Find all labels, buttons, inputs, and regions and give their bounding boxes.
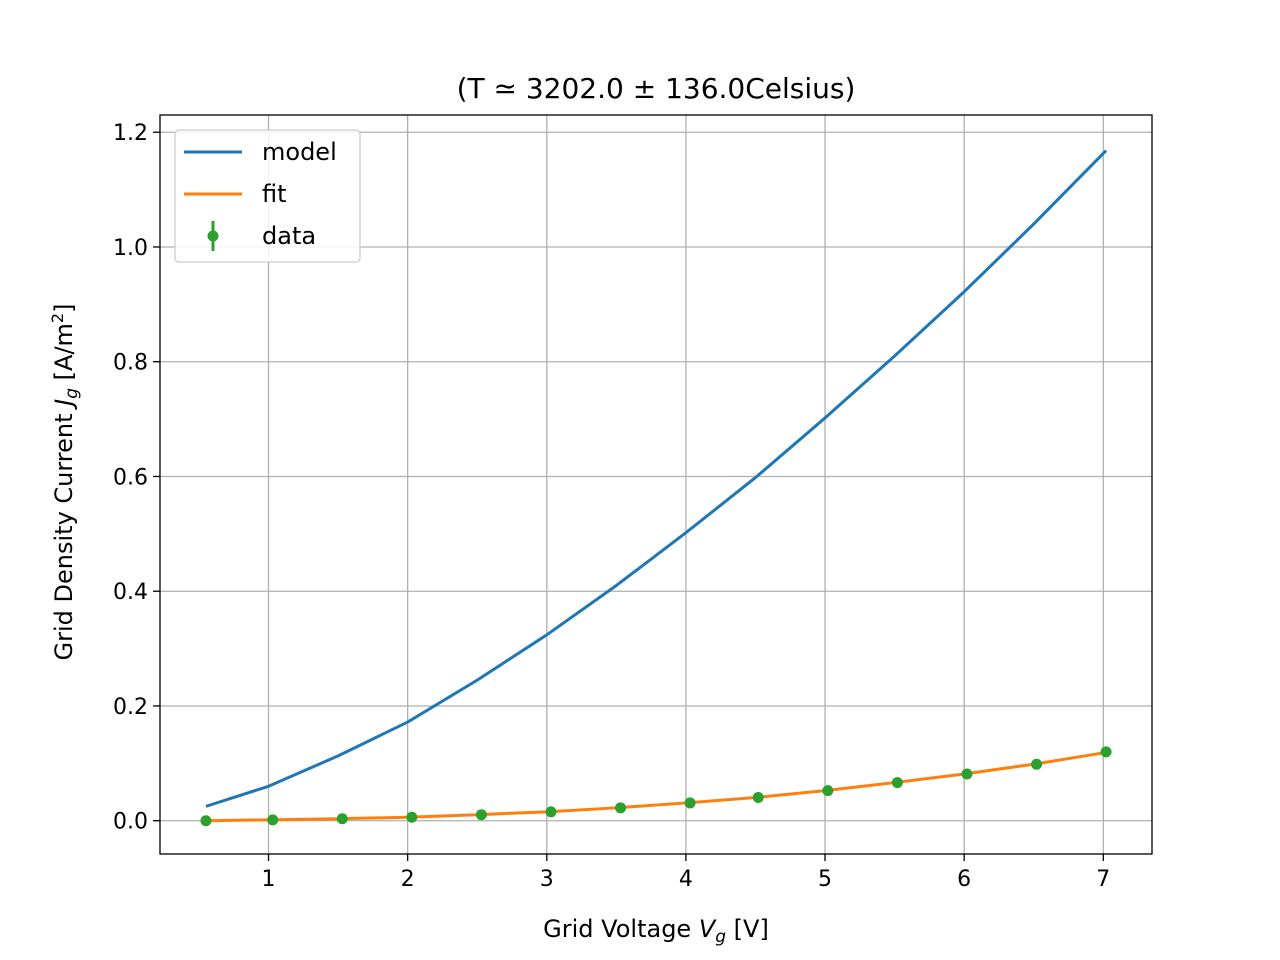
x-tick-label: 2 [401,867,415,892]
legend-box [174,129,361,263]
data-point [336,813,348,825]
x-tick-label: 7 [1096,867,1110,892]
data-point [475,809,487,821]
model-line [205,149,1108,808]
y-tick-label: 0.2 [113,695,148,720]
fit-line [205,750,1107,823]
x-tick-label: 4 [679,867,693,892]
y-axis-ticks: 0.0 0.2 0.4 0.6 0.8 1.0 1.2 [113,121,160,835]
y-tick-label: 1.0 [113,236,148,261]
x-axis-ticks: 1 2 3 4 5 6 7 [262,854,1110,892]
data-points [200,746,1112,827]
data-point [200,815,212,827]
data-point [961,768,973,780]
x-tick-label: 5 [818,867,832,892]
x-tick-label: 3 [540,867,554,892]
y-tick-label: 0.0 [113,810,148,835]
data-point [752,791,764,803]
grid [160,115,1152,854]
chart-title: (T ≃ 3202.0 ± 136.0Celsius) [457,72,856,105]
data-point [267,814,279,826]
legend-model-label: model [262,138,337,166]
y-axis-label: Grid Density Current Jg [A/m2] [48,304,82,661]
plot-frame [159,114,1153,855]
y-tick-label: 0.6 [113,465,148,490]
x-axis-label: Grid Voltage Vg [V] [543,915,769,947]
data-point [545,806,557,818]
data-point [822,785,834,797]
legend-data-label: data [262,222,316,250]
x-tick-label: 1 [262,867,276,892]
y-tick-label: 0.8 [113,351,148,376]
data-point [615,802,627,814]
legend-data-marker [207,230,219,242]
data-point [406,811,418,823]
y-tick-label: 1.2 [113,121,148,146]
data-point [684,797,696,809]
legend: model fit data [174,129,361,263]
plot-series [205,149,1108,823]
data-point [1100,746,1112,758]
x-tick-label: 6 [957,867,971,892]
y-tick-label: 0.4 [113,580,148,605]
data-point [1031,758,1043,770]
legend-fit-label: fit [262,180,287,208]
data-point [891,777,903,789]
